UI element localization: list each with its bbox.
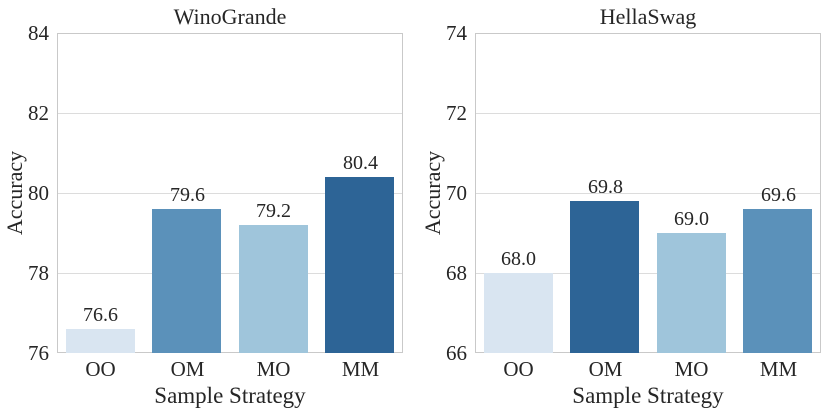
y-tick-label: 74 [446, 21, 467, 45]
y-tick-label: 72 [446, 101, 467, 125]
gridline [58, 193, 402, 194]
bar-oo [484, 273, 553, 353]
bar-value-label: 68.0 [501, 248, 536, 270]
x-tick-label: MM [759, 357, 798, 381]
y-tick-label: 76 [28, 341, 49, 365]
bar-value-label: 80.4 [343, 152, 378, 174]
y-tick-label: 84 [28, 21, 49, 45]
x-axis-label: Sample Strategy [572, 383, 724, 408]
bar-om [152, 209, 221, 353]
gridline [476, 113, 820, 114]
winogrande-chart-panel: WinoGrande Accuracy 76 78 80 82 84 76.6 OO 79.6 OM… [2, 4, 403, 408]
gridline [58, 113, 402, 114]
y-tick-label: 70 [446, 181, 467, 205]
gridline [476, 273, 820, 274]
gridline [58, 273, 402, 274]
x-axis-label: Sample Strategy [154, 383, 306, 408]
x-tick-label: OM [588, 357, 623, 381]
chart-title: WinoGrande [173, 4, 287, 29]
x-tick-label: OM [170, 357, 205, 381]
hellaswag-chart-panel: HellaSwag Accuracy 66 68 70 72 74 68.0 OO 69.8 OM 6… [415, 0, 830, 415]
bar-value-label: 79.6 [170, 184, 205, 206]
bar-mo [239, 225, 308, 353]
bar-om [570, 201, 639, 353]
bar-mm [325, 177, 394, 353]
bar-value-label: 69.0 [674, 208, 709, 230]
bar-value-label: 79.2 [256, 200, 291, 222]
bar-oo [66, 329, 135, 353]
y-tick-label: 80 [28, 181, 49, 205]
y-tick-label: 68 [446, 261, 467, 285]
bar-mm [743, 209, 812, 353]
x-tick-label: MM [341, 357, 380, 381]
y-tick-label: 78 [28, 261, 49, 285]
bar-value-label: 76.6 [83, 304, 118, 326]
bar-mo [657, 233, 726, 353]
gridline [476, 193, 820, 194]
bar-value-label: 69.8 [588, 176, 623, 198]
x-tick-label: OO [503, 357, 534, 381]
y-tick-label: 66 [446, 341, 467, 365]
bar-value-label: 69.6 [761, 184, 796, 206]
x-tick-label: MO [674, 357, 709, 381]
x-tick-label: OO [85, 357, 116, 381]
y-tick-label: 82 [28, 101, 49, 125]
chart-title: HellaSwag [599, 4, 697, 29]
x-tick-label: MO [256, 357, 291, 381]
